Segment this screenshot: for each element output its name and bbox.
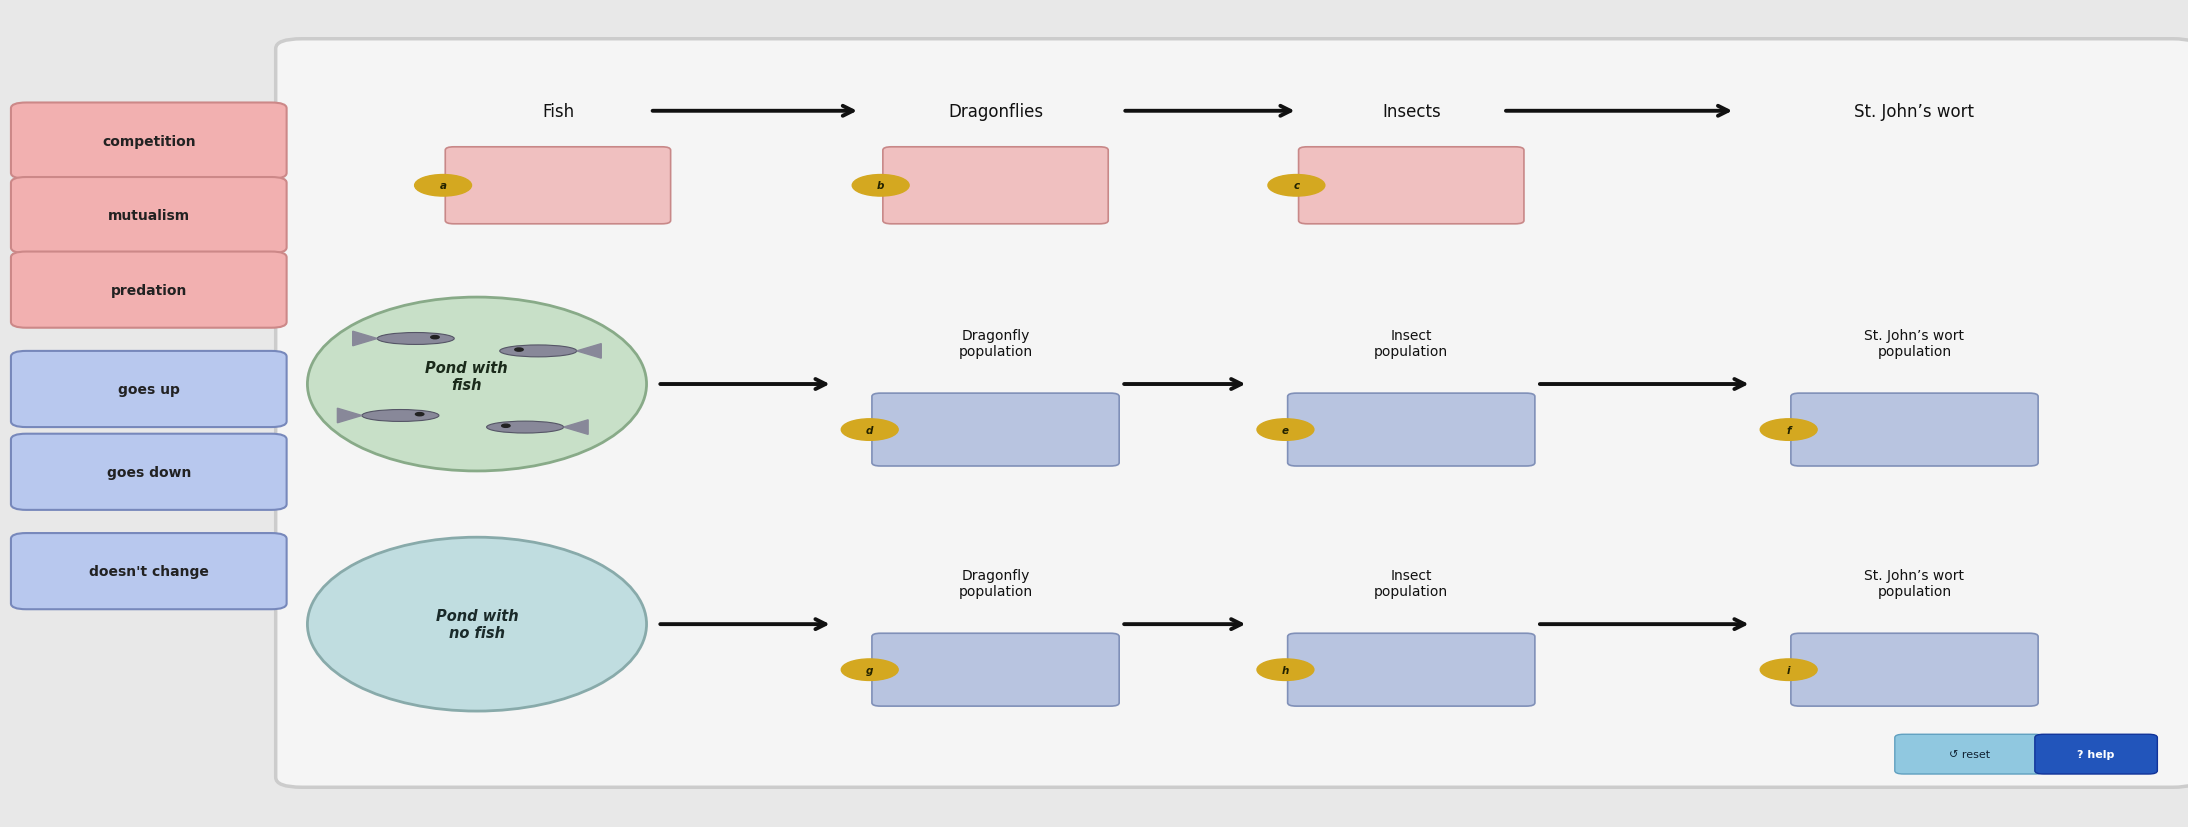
FancyBboxPatch shape <box>11 178 287 254</box>
Circle shape <box>853 175 910 197</box>
FancyBboxPatch shape <box>446 147 670 224</box>
Text: Dragonfly
population: Dragonfly population <box>958 568 1033 598</box>
FancyBboxPatch shape <box>1287 394 1536 466</box>
Text: ? help: ? help <box>2076 749 2116 759</box>
Text: c: c <box>1293 181 1300 191</box>
Circle shape <box>840 419 897 441</box>
Circle shape <box>1759 659 1816 681</box>
Ellipse shape <box>306 298 648 471</box>
Text: Insects: Insects <box>1383 103 1440 121</box>
FancyBboxPatch shape <box>1790 394 2039 466</box>
Text: competition: competition <box>103 135 195 148</box>
Circle shape <box>431 336 440 339</box>
Text: ↺ reset: ↺ reset <box>1950 749 1989 759</box>
FancyBboxPatch shape <box>11 351 287 428</box>
Text: goes up: goes up <box>118 383 179 396</box>
Circle shape <box>1256 419 1313 441</box>
Text: f: f <box>1785 425 1792 435</box>
Circle shape <box>416 413 424 416</box>
Circle shape <box>416 175 473 197</box>
Text: a: a <box>440 181 446 191</box>
Ellipse shape <box>376 333 455 345</box>
Text: Insect
population: Insect population <box>1374 328 1448 358</box>
Text: Dragonflies: Dragonflies <box>947 103 1044 121</box>
Text: e: e <box>1282 425 1289 435</box>
FancyBboxPatch shape <box>1895 734 2044 774</box>
Text: i: i <box>1788 665 1790 675</box>
Circle shape <box>1759 419 1816 441</box>
FancyBboxPatch shape <box>2035 734 2157 774</box>
FancyBboxPatch shape <box>871 394 1120 466</box>
Text: b: b <box>877 181 884 191</box>
Text: d: d <box>866 425 873 435</box>
Text: St. John’s wort
population: St. John’s wort population <box>1864 328 1965 358</box>
Circle shape <box>840 659 897 681</box>
FancyBboxPatch shape <box>11 533 287 609</box>
Polygon shape <box>578 344 602 359</box>
FancyBboxPatch shape <box>884 147 1109 224</box>
Text: predation: predation <box>112 284 186 297</box>
Text: Pond with
fish: Pond with fish <box>424 360 508 393</box>
Ellipse shape <box>306 538 648 711</box>
Text: h: h <box>1282 665 1289 675</box>
Ellipse shape <box>499 346 578 357</box>
Circle shape <box>1269 175 1326 197</box>
Circle shape <box>1256 659 1313 681</box>
Ellipse shape <box>486 422 565 433</box>
Text: Fish: Fish <box>543 103 573 121</box>
FancyBboxPatch shape <box>871 633 1120 706</box>
Text: Dragonfly
population: Dragonfly population <box>958 328 1033 358</box>
Polygon shape <box>565 420 589 435</box>
Text: doesn't change: doesn't change <box>90 565 208 578</box>
Circle shape <box>514 348 523 351</box>
Text: Pond with
no fish: Pond with no fish <box>435 608 519 641</box>
Text: St. John’s wort
population: St. John’s wort population <box>1864 568 1965 598</box>
FancyBboxPatch shape <box>1287 633 1536 706</box>
FancyBboxPatch shape <box>1300 147 1523 224</box>
Ellipse shape <box>361 410 440 422</box>
Text: g: g <box>866 665 873 675</box>
Text: mutualism: mutualism <box>107 209 190 222</box>
FancyBboxPatch shape <box>11 434 287 510</box>
Circle shape <box>501 424 510 428</box>
FancyBboxPatch shape <box>1790 633 2039 706</box>
Text: goes down: goes down <box>107 466 190 479</box>
Text: St. John’s wort: St. John’s wort <box>1855 103 1974 121</box>
Polygon shape <box>352 332 376 347</box>
Text: Insect
population: Insect population <box>1374 568 1448 598</box>
Polygon shape <box>337 409 361 423</box>
FancyBboxPatch shape <box>11 252 287 328</box>
FancyBboxPatch shape <box>11 103 287 179</box>
FancyBboxPatch shape <box>276 40 2188 787</box>
